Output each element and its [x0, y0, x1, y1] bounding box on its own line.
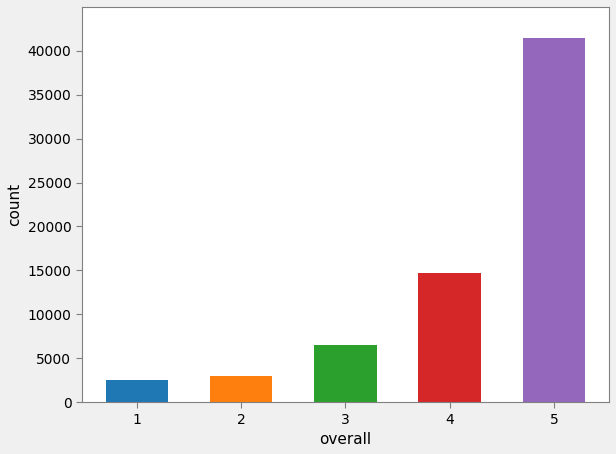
Bar [418, 273, 481, 402]
Bar [522, 38, 585, 402]
Bar [106, 380, 168, 402]
Y-axis label: count: count [7, 183, 22, 226]
Bar [210, 376, 272, 402]
X-axis label: overall: overall [319, 432, 371, 447]
Bar [314, 345, 377, 402]
